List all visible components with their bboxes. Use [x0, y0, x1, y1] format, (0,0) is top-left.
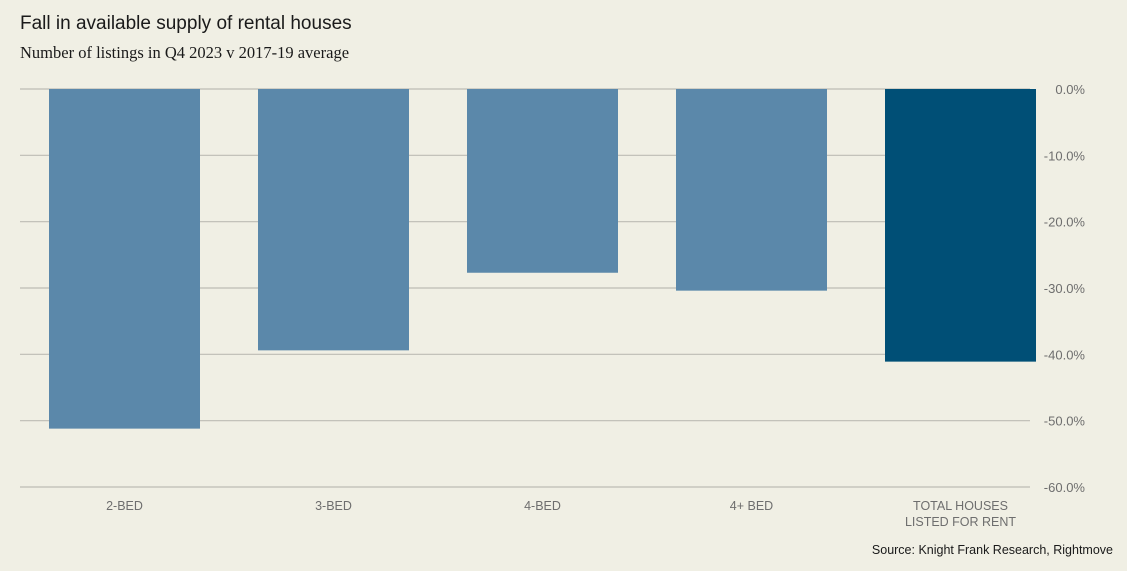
y-tick-label: -50.0%	[1044, 414, 1086, 429]
y-tick-label: -30.0%	[1044, 281, 1086, 296]
y-tick-label: -20.0%	[1044, 215, 1086, 230]
x-tick-label: 4-BED	[524, 499, 561, 513]
bar-4-bed	[467, 89, 618, 273]
x-tick-label: TOTAL HOUSES	[913, 499, 1008, 513]
chart-title: Fall in available supply of rental house…	[20, 13, 352, 34]
bar-total-houses-listed-for-rent	[885, 89, 1036, 362]
x-tick-label: 3-BED	[315, 499, 352, 513]
y-tick-label: -10.0%	[1044, 148, 1086, 163]
bar-4-bed	[676, 89, 827, 291]
y-tick-label: 0.0%	[1055, 82, 1085, 97]
x-tick-label: 2-BED	[106, 499, 143, 513]
y-tick-label: -40.0%	[1044, 347, 1086, 362]
source-note: Source: Knight Frank Research, Rightmove	[871, 543, 1113, 557]
x-tick-label: LISTED FOR RENT	[905, 515, 1016, 529]
bar-2-bed	[49, 89, 200, 429]
chart-subtitle: Number of listings in Q4 2023 v 2017-19 …	[20, 43, 350, 62]
y-tick-label: -60.0%	[1044, 480, 1086, 495]
bar-3-bed	[258, 89, 409, 351]
x-tick-label: 4+ BED	[730, 499, 773, 513]
